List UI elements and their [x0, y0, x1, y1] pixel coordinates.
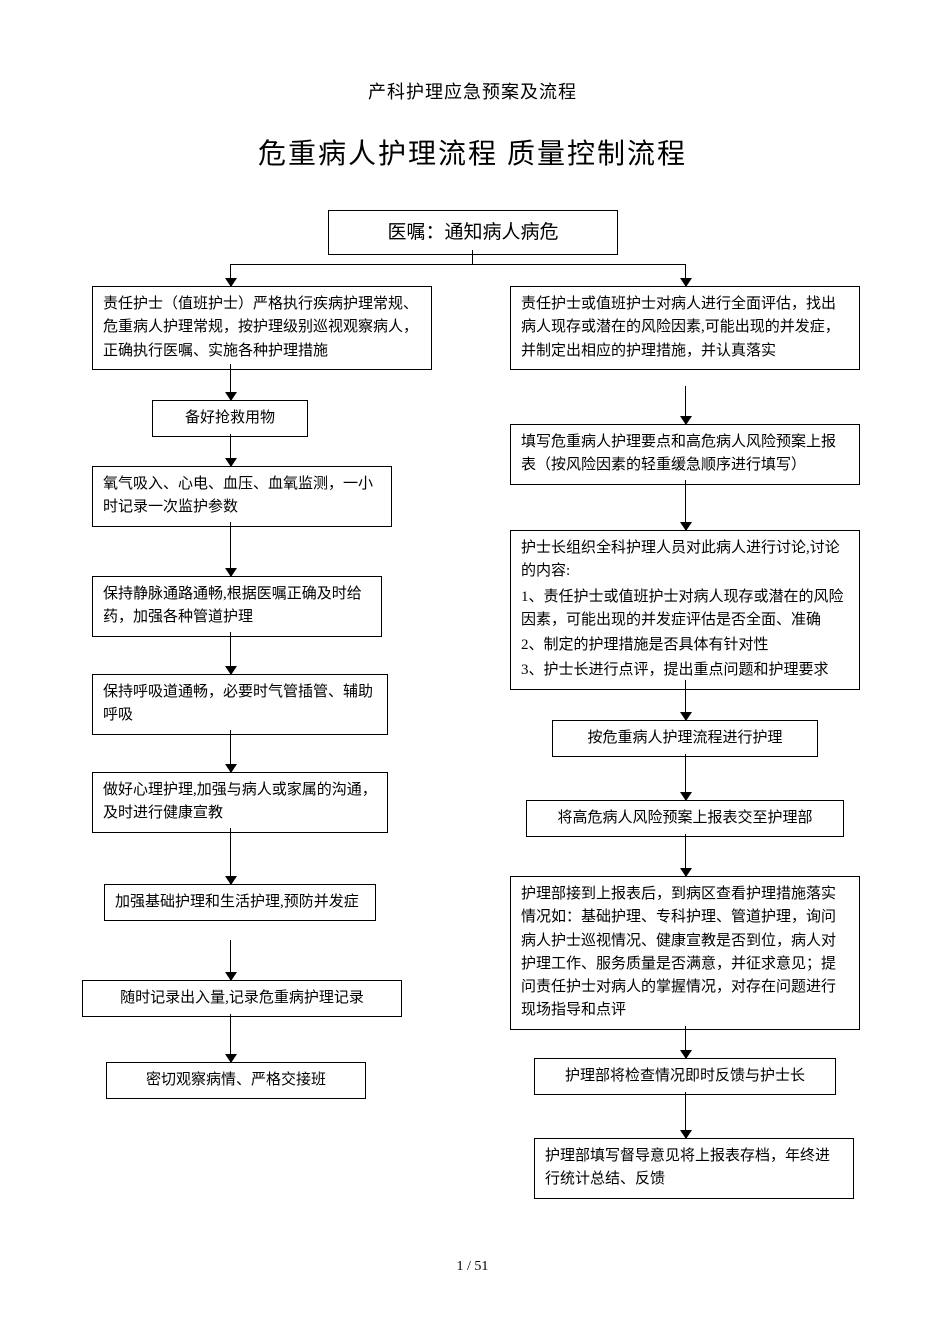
arrow-R6-R7	[685, 1026, 686, 1058]
arrow-L8-L9	[230, 1014, 231, 1062]
arrow-root-to-R1	[685, 264, 686, 286]
node-R5: 将高危病人风险预案上报表交至护理部	[526, 800, 844, 837]
arrow-R4-R5	[685, 754, 686, 800]
node-R3-item-1: 1、责任护士或值班护士对病人现存或潜在的风险因素，可能出现的并发症评估是否全面、…	[521, 586, 849, 633]
arrow-R7-R8	[685, 1092, 686, 1138]
arrow-R3-R4	[685, 680, 686, 720]
arrow-L2-L3	[230, 434, 231, 466]
arrow-L4-L5	[230, 632, 231, 674]
node-L8: 随时记录出入量,记录危重病护理记录	[82, 980, 402, 1017]
arrow-R5-R6	[685, 834, 686, 876]
node-R8: 护理部填写督导意见将上报表存档，年终进行统计总结、反馈	[534, 1138, 854, 1199]
arrow-root-to-L1	[230, 264, 231, 286]
page-footer: 1 / 51	[0, 1259, 945, 1275]
node-R3-items: 1、责任护士或值班护士对病人现存或潜在的风险因素，可能出现的并发症评估是否全面、…	[521, 586, 849, 683]
node-L7: 加强基础护理和生活护理,预防并发症	[104, 884, 376, 921]
node-root: 医嘱：通知病人病危	[328, 210, 618, 255]
arrow-L3-L4	[230, 522, 231, 576]
root-down-stub	[472, 250, 473, 264]
node-L6: 做好心理护理,加强与病人或家属的沟通，及时进行健康宣教	[92, 772, 388, 833]
node-L1: 责任护士（值班护士）严格执行疾病护理常规、危重病人护理常规，按护理级别巡视观察病…	[92, 286, 432, 370]
arrow-L7-L8	[230, 940, 231, 980]
page-header: 产科护理应急预案及流程	[0, 78, 945, 104]
root-hsplit	[230, 264, 685, 265]
arrow-R1-R2	[685, 386, 686, 424]
node-R3-item-2: 2、制定的护理措施是否具体有针对性	[521, 634, 849, 657]
node-R4: 按危重病人护理流程进行护理	[552, 720, 818, 757]
node-R6: 护理部接到上报表后，到病区查看护理措施落实情况如：基础护理、专科护理、管道护理，…	[510, 876, 860, 1030]
node-L3: 氧气吸入、心电、血压、血氧监测，一小时记录一次监护参数	[92, 466, 392, 527]
node-R1: 责任护士或值班护士对病人进行全面评估，找出病人现存或潜在的风险因素,可能出现的并…	[510, 286, 860, 370]
arrow-L5-L6	[230, 730, 231, 772]
arrow-L1-L2	[230, 364, 231, 400]
node-R2: 填写危重病人护理要点和高危病人风险预案上报表（按风险因素的轻重缓急顺序进行填写）	[510, 424, 860, 485]
node-R3: 护士长组织全科护理人员对此病人进行讨论,讨论的内容: 1、责任护士或值班护士对病…	[510, 530, 860, 690]
node-L9: 密切观察病情、严格交接班	[106, 1062, 366, 1099]
node-L4: 保持静脉通路通畅,根据医嘱正确及时给药，加强各种管道护理	[92, 576, 382, 637]
node-R7: 护理部将检查情况即时反馈与护士长	[534, 1058, 836, 1095]
node-R3-item-3: 3、护士长进行点评，提出重点问题和护理要求	[521, 659, 849, 682]
node-L5: 保持呼吸道通畅，必要时气管插管、辅助呼吸	[92, 674, 388, 735]
node-L2: 备好抢救用物	[152, 400, 308, 437]
page: 产科护理应急预案及流程 危重病人护理流程 质量控制流程 医嘱：通知病人病危 责任…	[0, 0, 945, 1337]
node-R3-intro: 护士长组织全科护理人员对此病人进行讨论,讨论的内容:	[521, 537, 849, 584]
arrow-R2-R3	[685, 480, 686, 530]
page-title: 危重病人护理流程 质量控制流程	[0, 132, 945, 172]
arrow-L6-L7	[230, 828, 231, 884]
